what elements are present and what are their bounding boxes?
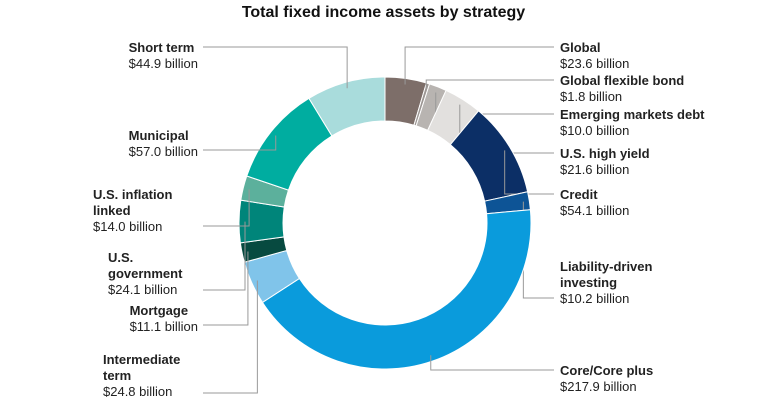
leader-line (203, 135, 277, 151)
leader-line (404, 46, 554, 85)
slice-label: Core/Core plus $217.9 billion (560, 363, 653, 395)
leader-line (203, 46, 348, 89)
donut-slice (308, 76, 386, 137)
value-label: $21.6 billion (560, 162, 630, 177)
leader-line (203, 280, 258, 394)
value-label: $57.0 billion (128, 144, 198, 159)
category-name: Mortgage (129, 303, 189, 318)
leader-line (203, 189, 250, 227)
category-name: Liability-driven investing (560, 259, 653, 290)
value-label: $54.1 billion (560, 203, 630, 218)
slice-label: Mortgage $11.1 billion (130, 303, 198, 335)
value-label: $24.8 billion (103, 384, 173, 399)
value-label: $10.0 billion (560, 123, 630, 138)
category-name: Global flexible bond (560, 73, 685, 88)
slice-label: Credit $54.1 billion (560, 187, 629, 219)
category-name: Municipal (128, 128, 189, 143)
chart-title: Total fixed income assets by strategy (241, 4, 526, 21)
category-name: Global (560, 40, 601, 55)
category-name: Intermediate term (103, 352, 181, 383)
category-name: Credit (560, 187, 598, 202)
slice-label: Global $23.6 billion (560, 40, 629, 72)
slice-label: Emerging markets debt $10.0 billion (560, 107, 705, 139)
leader-line (504, 150, 554, 195)
donut-slice (261, 209, 532, 370)
value-label: $217.9 billion (560, 379, 637, 394)
category-name: Emerging markets debt (560, 107, 705, 122)
category-name: U.S. inflation linked (93, 187, 173, 218)
slice-label: U.S. inflation linked $14.0 billion (93, 187, 198, 235)
slice-label: Short term $44.9 billion (129, 40, 198, 72)
slice-label: Intermediate term $24.8 billion (103, 352, 198, 400)
slice-label: Global flexible bond $1.8 billion (560, 73, 684, 105)
category-name: U.S. government (108, 250, 183, 281)
slice-label: U.S. government $24.1 billion (108, 250, 198, 298)
slice-label: Liability-driven investing $10.2 billion (560, 259, 675, 307)
leader-line (203, 251, 249, 326)
value-label: $14.0 billion (93, 219, 163, 234)
value-label: $11.1 billion (129, 319, 198, 334)
category-name: U.S. high yield (560, 146, 650, 161)
value-label: $1.8 billion (560, 89, 623, 104)
leader-line (430, 355, 554, 371)
leader-line (425, 79, 554, 90)
value-label: $44.9 billion (128, 56, 198, 71)
leader-line (203, 221, 246, 291)
category-name: Core/Core plus (560, 363, 654, 378)
slice-label: Municipal $57.0 billion (129, 128, 198, 160)
donut-slice (238, 199, 285, 244)
value-label: $23.6 billion (560, 56, 630, 71)
slice-label: U.S. high yield $21.6 billion (560, 146, 650, 178)
value-label: $10.2 billion (560, 291, 630, 306)
value-label: $24.1 billion (108, 282, 178, 297)
category-name: Short term (128, 40, 195, 55)
